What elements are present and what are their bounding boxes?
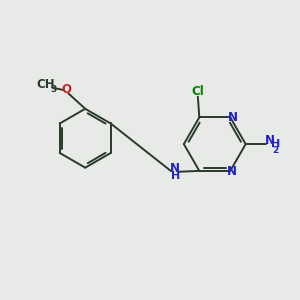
Text: CH: CH <box>37 78 56 91</box>
Text: O: O <box>61 82 71 95</box>
Text: N: N <box>228 111 238 124</box>
Text: 2: 2 <box>272 146 279 155</box>
Text: N: N <box>265 134 275 147</box>
Text: 3: 3 <box>50 85 56 94</box>
Text: Cl: Cl <box>191 85 204 98</box>
Text: N: N <box>169 162 180 175</box>
Text: H: H <box>271 139 280 149</box>
Text: N: N <box>227 165 237 178</box>
Text: H: H <box>171 171 180 181</box>
